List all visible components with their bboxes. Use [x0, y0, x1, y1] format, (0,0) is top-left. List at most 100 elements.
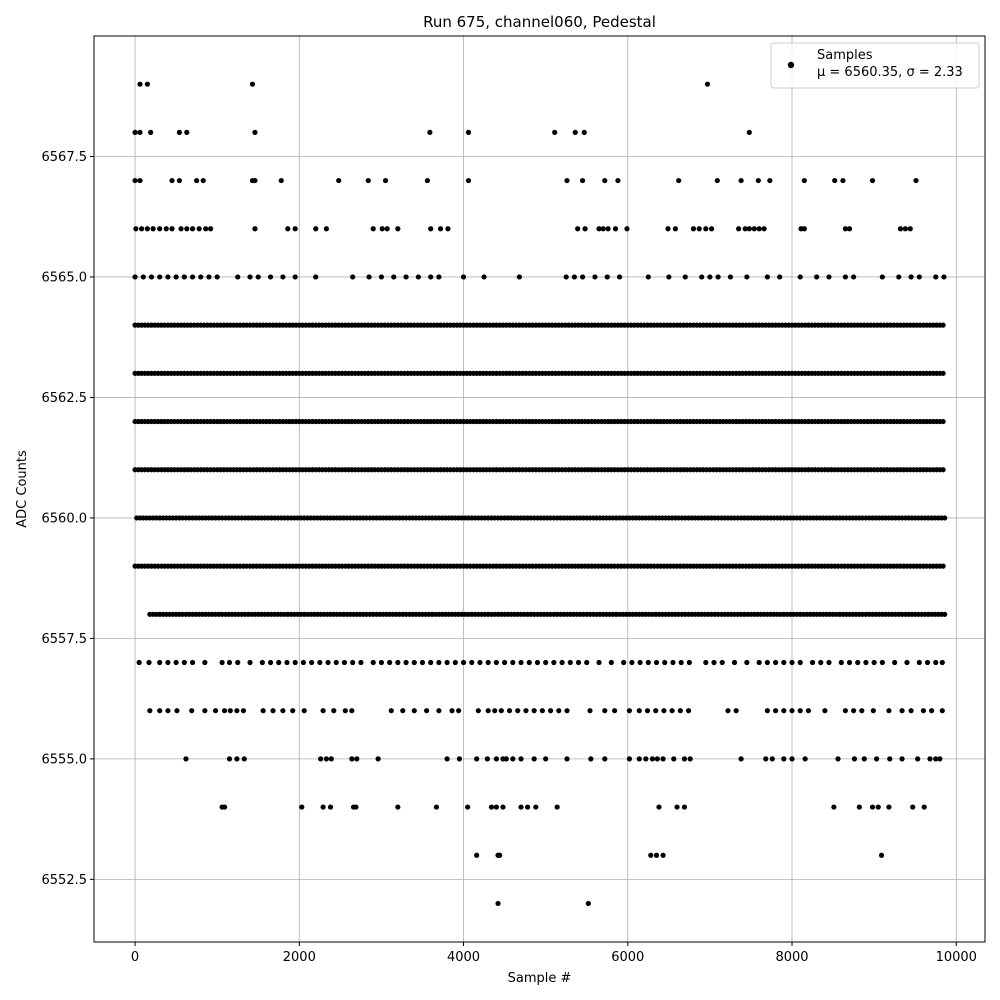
- data-point: [400, 708, 406, 714]
- data-point: [485, 659, 491, 666]
- data-point: [515, 708, 521, 714]
- data-point: [200, 177, 206, 184]
- data-point: [181, 659, 187, 666]
- data-point: [564, 177, 570, 184]
- data-point: [341, 659, 348, 666]
- data-point: [144, 81, 150, 87]
- data-point: [616, 274, 623, 280]
- data-point: [772, 659, 779, 666]
- data-point: [465, 177, 472, 184]
- data-point: [280, 708, 286, 714]
- data-point: [875, 804, 881, 810]
- data-point: [897, 226, 904, 232]
- data-point: [711, 659, 717, 666]
- y-tick-label: 6565.0: [42, 270, 88, 285]
- data-point: [252, 177, 258, 184]
- data-point: [365, 177, 371, 184]
- data-point: [313, 274, 319, 280]
- data-point: [189, 274, 196, 280]
- data-point: [751, 226, 757, 232]
- data-point: [789, 659, 795, 666]
- data-point: [140, 274, 146, 280]
- data-point: [157, 226, 163, 232]
- data-point: [133, 226, 139, 232]
- data-point: [320, 804, 326, 810]
- data-point: [184, 129, 190, 135]
- data-point: [526, 659, 532, 666]
- data-point: [878, 852, 885, 858]
- data-point: [879, 659, 885, 666]
- data-point: [510, 756, 516, 762]
- data-point: [571, 274, 578, 280]
- data-point: [801, 177, 807, 184]
- data-point: [539, 708, 545, 714]
- data-point: [600, 226, 606, 232]
- data-point: [899, 708, 905, 714]
- data-point: [331, 708, 337, 714]
- data-point: [802, 756, 808, 762]
- data-point: [756, 226, 762, 232]
- data-point: [738, 756, 744, 762]
- data-point: [132, 274, 138, 280]
- data-point: [395, 226, 401, 232]
- data-point: [626, 756, 633, 762]
- data-point: [353, 804, 359, 810]
- data-point: [137, 129, 143, 135]
- data-point: [189, 226, 196, 232]
- data-point: [940, 418, 946, 425]
- data-point: [703, 659, 709, 666]
- data-point: [665, 226, 671, 232]
- data-point: [465, 129, 472, 135]
- data-point: [323, 226, 329, 232]
- data-point: [449, 708, 455, 714]
- data-point: [913, 177, 919, 184]
- data-point: [676, 177, 682, 184]
- data-point: [444, 756, 450, 762]
- data-point: [685, 708, 692, 714]
- data-point: [436, 659, 442, 666]
- data-point: [818, 659, 824, 666]
- data-point: [643, 756, 649, 762]
- data-point: [681, 756, 688, 762]
- data-point: [736, 226, 742, 232]
- data-point: [681, 804, 688, 810]
- data-point: [460, 274, 467, 280]
- data-point: [475, 708, 481, 714]
- data-point: [146, 659, 152, 666]
- data-point: [588, 756, 594, 762]
- data-point: [563, 274, 569, 280]
- data-point: [859, 708, 865, 714]
- data-point: [551, 659, 557, 666]
- data-point: [552, 129, 558, 135]
- data-point: [436, 708, 442, 714]
- data-point: [580, 274, 586, 280]
- data-point: [247, 274, 253, 280]
- data-point: [927, 756, 933, 762]
- data-point: [649, 756, 656, 762]
- data-point: [500, 804, 506, 810]
- data-point: [899, 756, 905, 762]
- data-point: [349, 708, 355, 714]
- data-point: [493, 804, 499, 810]
- data-point: [608, 659, 614, 666]
- data-point: [612, 708, 618, 714]
- data-point: [822, 708, 828, 714]
- data-point: [320, 708, 326, 714]
- data-point: [317, 659, 323, 666]
- data-point: [137, 177, 143, 184]
- data-point: [887, 756, 893, 762]
- data-point: [497, 852, 503, 858]
- data-point: [838, 659, 844, 666]
- y-axis-ticks: 6552.5 6555.0 6557.5 6560.0 6562.5 6565.0 6567…: [42, 150, 94, 888]
- data-point: [181, 274, 187, 280]
- data-point: [285, 226, 291, 232]
- data-point: [564, 708, 570, 714]
- data-point: [208, 226, 214, 232]
- data-point: [249, 81, 256, 87]
- data-point: [284, 659, 290, 666]
- data-point: [831, 804, 837, 810]
- data-point: [940, 370, 946, 376]
- data-point: [189, 708, 195, 714]
- data-point: [874, 756, 880, 762]
